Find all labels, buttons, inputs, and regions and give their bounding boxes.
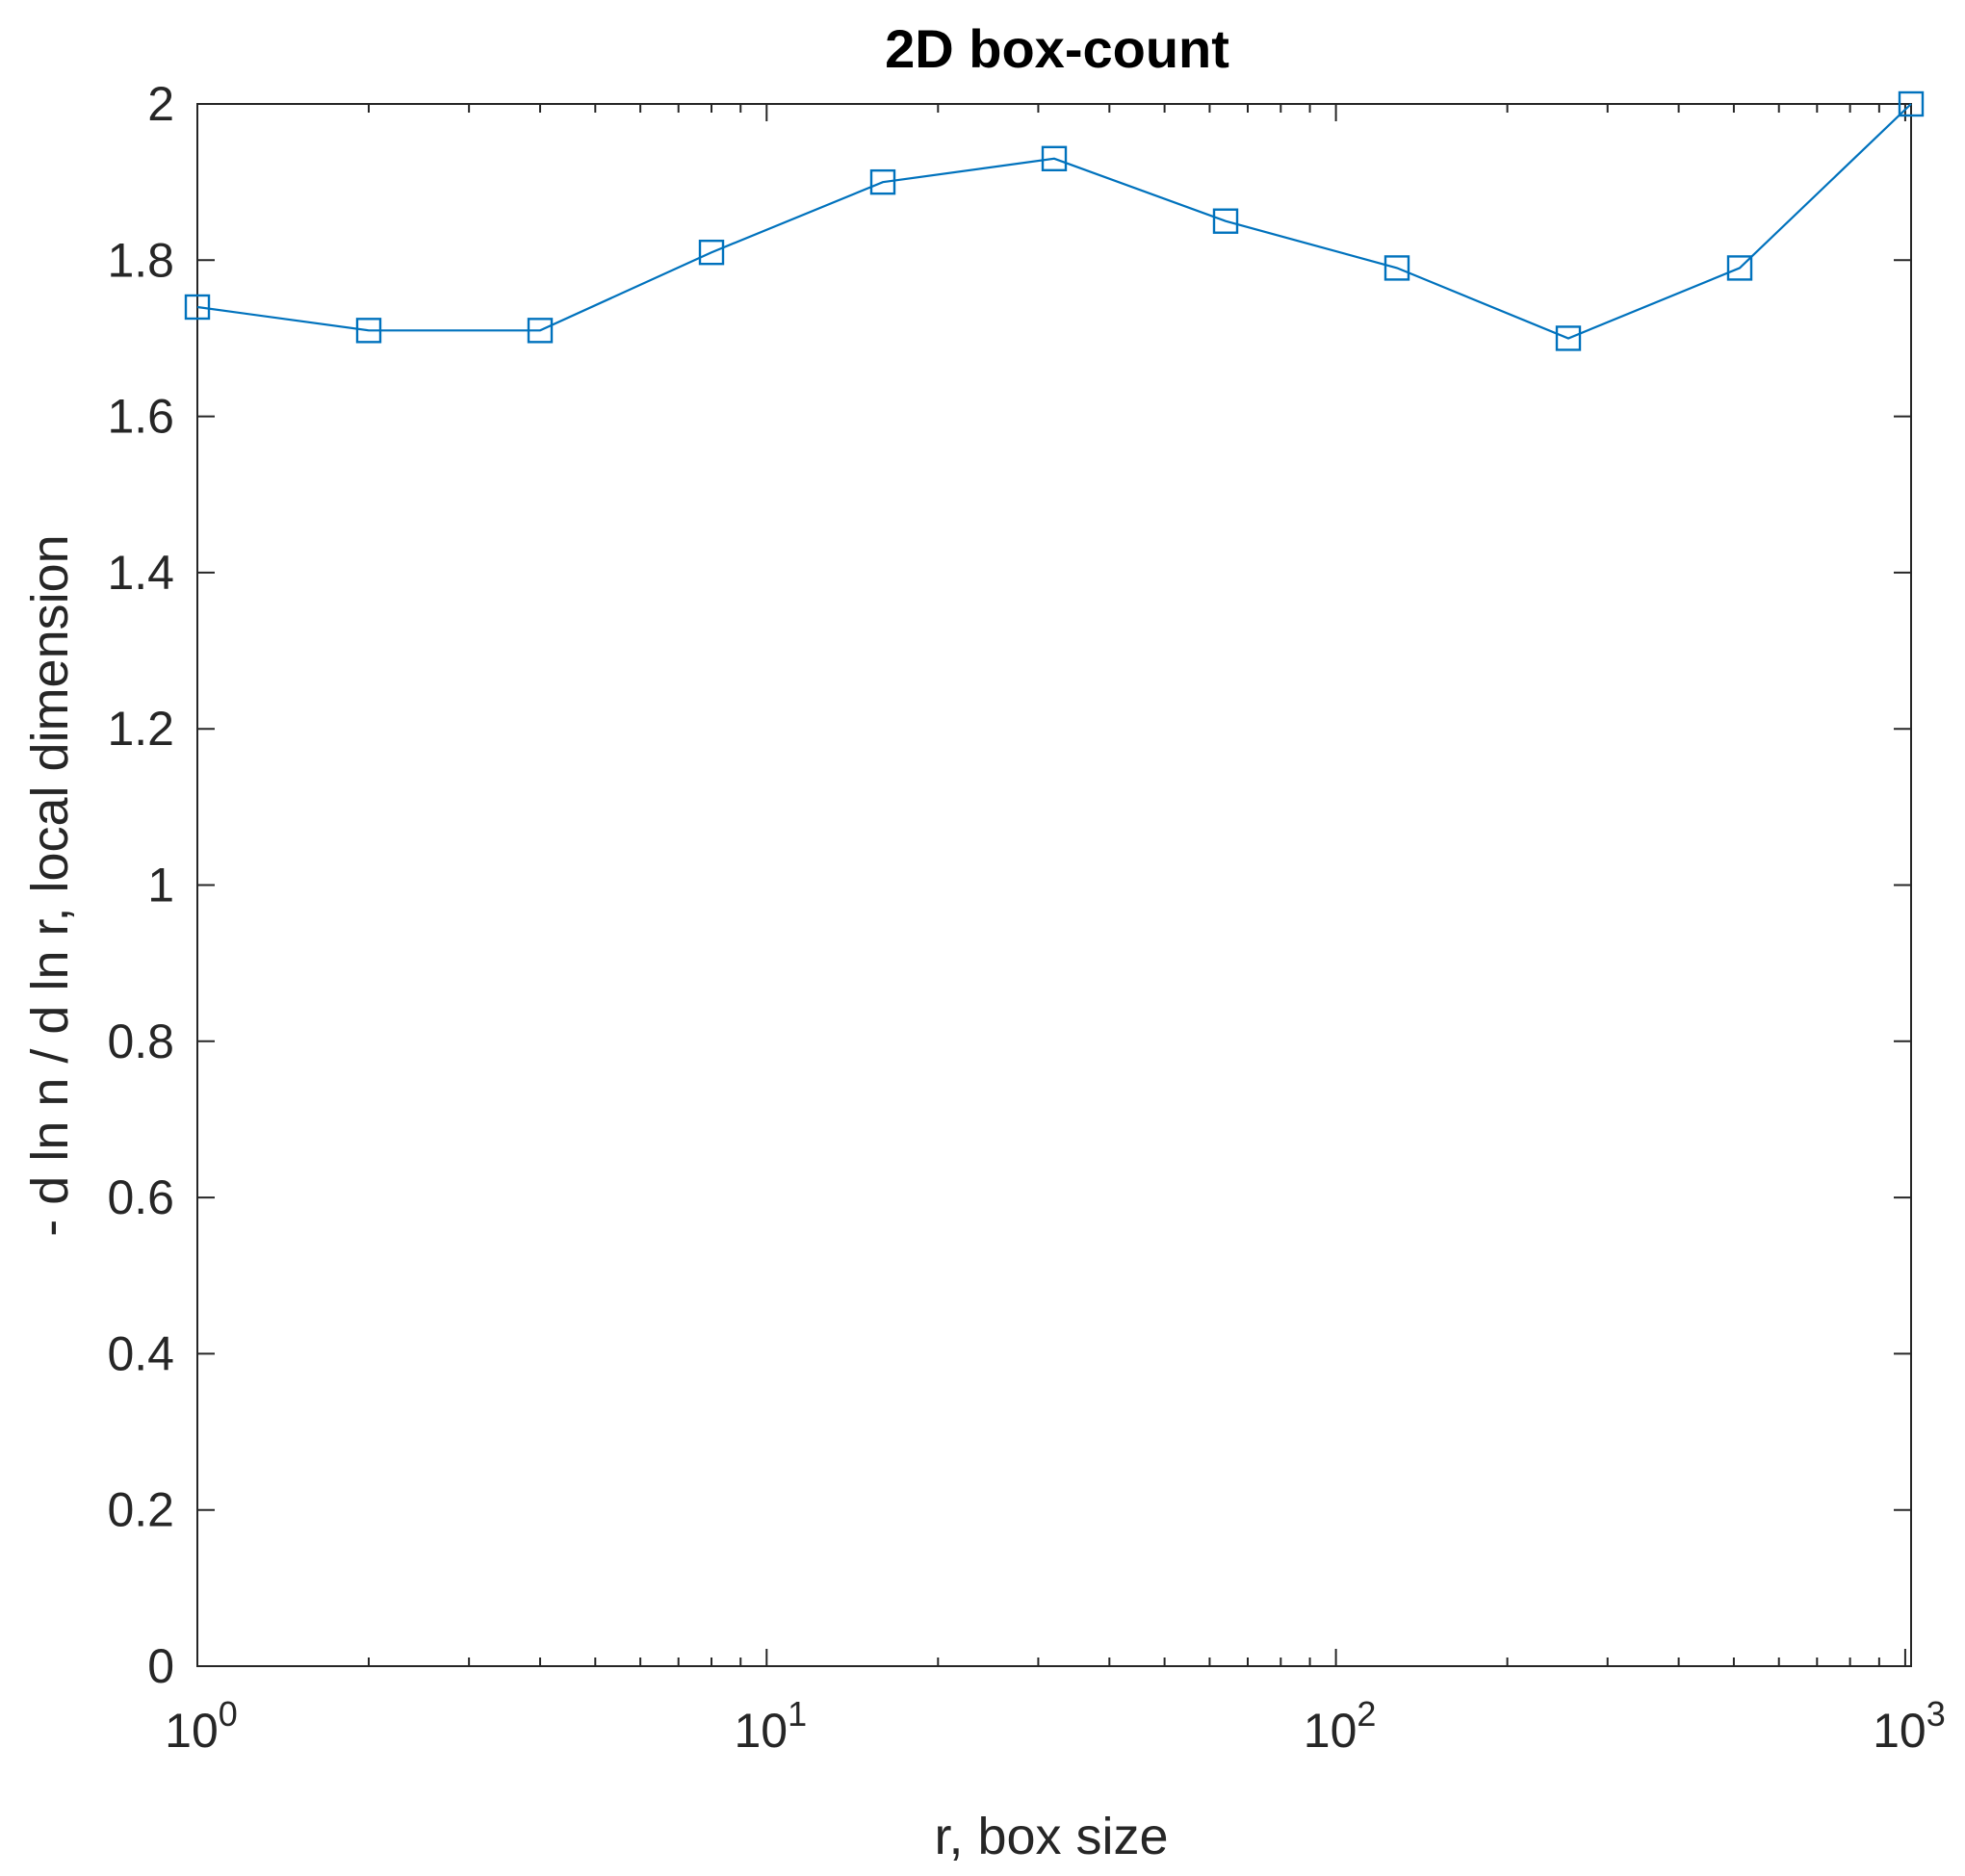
data-point-marker: [184, 294, 211, 321]
chart-title: 2D box-count: [885, 18, 1229, 79]
data-point-marker: [1041, 145, 1068, 172]
y-tick-label: 2: [147, 77, 174, 131]
y-tick-labels: 0 0.2 0.4 0.6 0.8 1 1.2 1.4 1.6 1.8 2: [107, 77, 174, 1693]
y-tick-label: 0.4: [107, 1326, 174, 1380]
x-tick-label: 100: [165, 1694, 238, 1758]
y-tick-label: 1: [147, 859, 174, 912]
data-point-marker: [527, 318, 554, 344]
data-point-marker: [1898, 90, 1925, 117]
series-polyline: [196, 103, 1912, 340]
y-tick-label: 1.2: [107, 702, 174, 756]
plot-area: [196, 103, 1912, 1667]
x-tick-label: 101: [734, 1694, 807, 1758]
y-tick-label: 0.8: [107, 1015, 174, 1068]
series-line: [184, 90, 1925, 351]
data-point-marker: [1555, 325, 1582, 351]
y-tick-label: 1.6: [107, 390, 174, 444]
data-point-marker: [698, 239, 725, 266]
y-tick-label: 0: [147, 1639, 174, 1693]
y-tick-label: 1.4: [107, 546, 174, 600]
data-point-marker: [355, 318, 382, 344]
x-axis-label: r, box size: [934, 1808, 1168, 1865]
data-point-marker: [1726, 255, 1753, 281]
axis-ticks: [196, 103, 1911, 1667]
x-tick-labels: 100 101 102 103: [165, 1694, 1946, 1758]
x-tick-label: 102: [1304, 1694, 1377, 1758]
y-tick-label: 0.2: [107, 1483, 174, 1537]
data-point-marker: [1212, 208, 1239, 234]
y-tick-label: 1.8: [107, 233, 174, 287]
y-tick-label: 0.6: [107, 1170, 174, 1224]
y-axis-label: - d ln n / d ln r, local dimension: [21, 534, 79, 1236]
x-tick-label: 103: [1873, 1694, 1946, 1758]
data-point-marker: [1383, 255, 1410, 281]
data-point-marker: [869, 168, 896, 195]
